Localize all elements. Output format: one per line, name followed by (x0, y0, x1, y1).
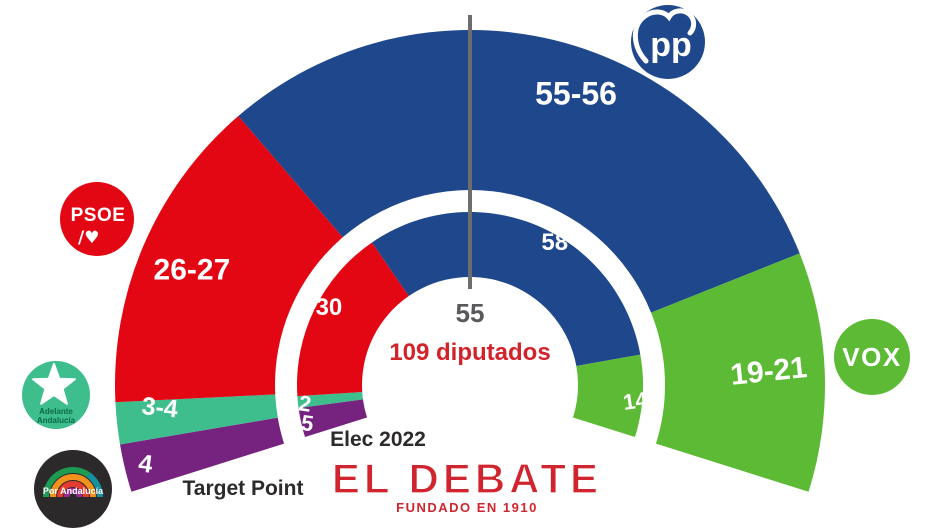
majority-seats-label: 55 (456, 298, 485, 328)
segment-outer-vox (651, 253, 825, 492)
seats-label-inner-por-andaluc-a: 5 (300, 410, 316, 436)
rainbow-arc-green (43, 467, 91, 498)
pp-logo-circle (631, 5, 705, 79)
psoe-logo-circle (60, 182, 134, 256)
el-debate-logo: EL DEBATE EL DEBATE FUNDADO EN 1910 (331, 454, 602, 515)
psoe-logo-text: PSOE (71, 205, 126, 226)
rainbow-arc-purple (63, 487, 83, 498)
seats-label-inner-adelante-andaluc-a: 2 (297, 390, 313, 416)
seats-label-outer-psoe: 26-27 (154, 253, 231, 286)
segment-outer-pp (238, 29, 800, 313)
seats-label-inner-pp: 58 (541, 229, 568, 256)
adelante-star-icon (32, 363, 76, 405)
el-debate-wordmark: EL DEBATE (332, 455, 602, 502)
segment-outer-psoe (114, 116, 343, 403)
segment-inner-psoe (297, 242, 409, 397)
pp-logo-text: pp (650, 26, 692, 64)
vox-logo-text: VOX (842, 342, 901, 372)
rainbow-arc-orange (50, 474, 96, 498)
segment-outer-por-andaluc-a (120, 417, 285, 492)
vox-logo-circle (834, 319, 910, 395)
seats-label-outer-por-andaluc-a: 4 (137, 449, 155, 479)
seats-label-inner-vox: 14 (621, 387, 649, 415)
segment-inner-por-andaluc-a (298, 399, 367, 438)
seats-label-outer-vox: 19-21 (729, 351, 809, 392)
segment-inner-vox (573, 354, 643, 438)
segment-labels: 52 30 58 14 4 3-4 26-27 55-56 19-21 (137, 76, 809, 479)
psoe-heart-icon: /♥ (78, 228, 99, 248)
rainbow-arc-teal (86, 472, 103, 498)
outer-ring-caption: Target Point (183, 477, 304, 500)
el-debate-wordmark-inline: EL DEBATE (332, 455, 602, 502)
pp-gaviota-icon (632, 8, 697, 64)
adelante-logo-text-2: Andalucía (37, 416, 76, 425)
vox-logo: VOX (834, 319, 910, 395)
el-debate-tagline: FUNDADO EN 1910 (396, 500, 538, 515)
adelante-andalucia-logo: Adelante Andalucía (22, 361, 90, 429)
inner-ring-caption: Elec 2022 (330, 428, 426, 451)
por-andalucia-logo-text: Por Andalucía (43, 486, 104, 496)
seats-label-inner-psoe: 30 (316, 294, 343, 321)
adelante-logo-text-1: Adelante (39, 407, 73, 416)
hemicycle-rings (114, 29, 825, 492)
seats-label-outer-pp: 55-56 (535, 76, 617, 112)
total-seats-label: 109 diputados (389, 339, 550, 366)
segment-outer-adelante-andaluc-a (115, 394, 278, 445)
segment-inner-adelante-andaluc-a (297, 391, 363, 408)
psoe-logo: PSOE /♥ (60, 182, 134, 256)
por-andalucia-logo: Por Andalucía (34, 450, 112, 528)
rainbow-arc-red (57, 481, 89, 498)
pp-logo: pp (631, 5, 705, 79)
seats-label-outer-adelante-andaluc-a: 3-4 (140, 392, 179, 424)
segment-inner-pp (371, 212, 641, 367)
